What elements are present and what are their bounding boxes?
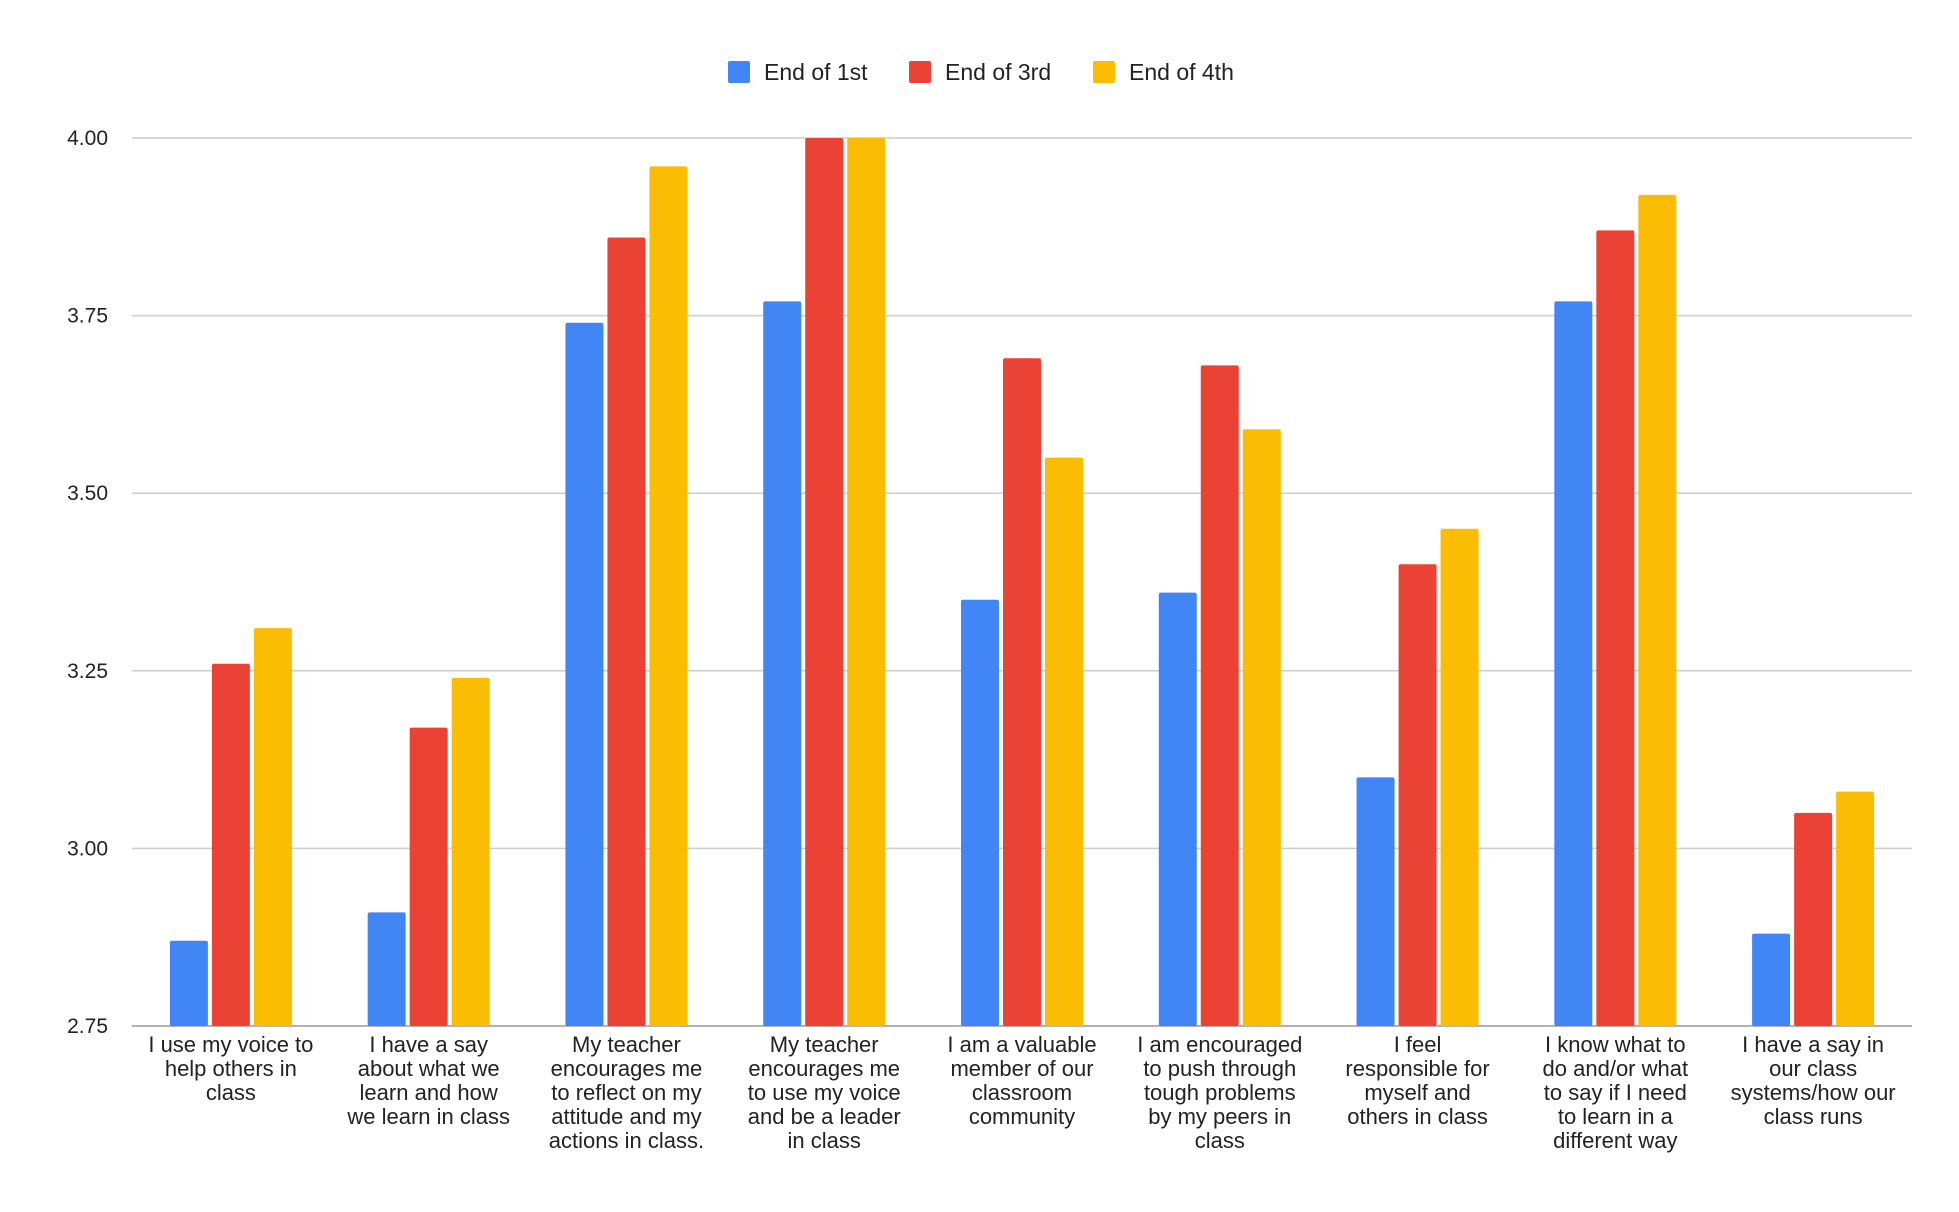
bar-end-of-3rd-2 [607, 237, 646, 1026]
x-category-label-line: different way [1553, 1128, 1677, 1153]
legend-label: End of 3rd [945, 59, 1051, 85]
y-tick-label: 2.75 [67, 1015, 108, 1038]
x-category-label: I feel responsible for myself and others in… [1345, 1032, 1489, 1129]
x-category-label-line: actions in class. [549, 1128, 704, 1153]
y-tick-label: 3.00 [67, 837, 108, 860]
x-category-label-line: learn and how [360, 1080, 498, 1105]
x-category-label-line: tough problems [1144, 1080, 1296, 1105]
x-category-label-line: community [969, 1104, 1075, 1129]
legend-swatch [1093, 61, 1115, 83]
bar-end-of-3rd-7 [1596, 230, 1635, 1027]
x-category-label: I am a valuable member of our classroom com… [947, 1032, 1096, 1129]
x-category-label-line: by my peers in [1148, 1104, 1291, 1129]
x-category-label-line: systems/how our [1731, 1080, 1896, 1105]
x-category-label-line: My teacher [572, 1032, 681, 1057]
legend-item-end-of-1st[interactable]: End of 1st [728, 59, 868, 85]
bar-end-of-3rd-4 [1003, 358, 1041, 1026]
bar-end-of-1st-3 [763, 301, 802, 1027]
x-category-label-line: class [1195, 1128, 1245, 1153]
bar-end-of-1st-2 [565, 322, 604, 1027]
legend-label: End of 4th [1129, 59, 1234, 85]
x-category-label-line: to push through [1143, 1056, 1296, 1081]
bar-end-of-4th-6 [1440, 528, 1479, 1026]
x-category-label-line: I use my voice to [148, 1032, 313, 1057]
bar-end-of-1st-6 [1356, 777, 1395, 1026]
x-category-label-line: myself and [1364, 1080, 1470, 1105]
x-category-label-line: I have a say [369, 1032, 488, 1057]
legend: End of 1st End of 3rd End of 4th [728, 59, 1234, 85]
legend-item-end-of-3rd[interactable]: End of 3rd [909, 59, 1051, 85]
bar-end-of-4th-4 [1045, 457, 1083, 1026]
x-category-label-line: to use my voice [748, 1080, 901, 1105]
bar-end-of-3rd-1 [409, 727, 448, 1026]
x-category-label-line: responsible for [1345, 1056, 1489, 1081]
x-category-label: I use my voice to help others in class [148, 1032, 313, 1105]
bar-end-of-3rd-0 [211, 663, 250, 1026]
x-category-label-line: in class [788, 1128, 861, 1153]
x-category-label-line: about what we [358, 1056, 500, 1081]
bar-end-of-4th-2 [649, 166, 688, 1026]
x-category-label-line: My teacher [770, 1032, 879, 1057]
y-tick-label: 3.25 [67, 660, 108, 683]
bar-end-of-4th-7 [1638, 194, 1677, 1026]
bar-end-of-4th-1 [451, 677, 490, 1026]
legend-swatch [728, 61, 750, 83]
x-category-label-line: help others in [165, 1056, 297, 1081]
bar-end-of-4th-0 [253, 628, 292, 1026]
bar-end-of-4th-5 [1242, 429, 1281, 1026]
bar-end-of-3rd-6 [1398, 564, 1437, 1026]
y-axis-ticks: 2.75 3.00 3.25 3.50 3.75 4.00 [67, 127, 108, 1038]
x-category-label: My teacher encourages me to use my voice an… [748, 1032, 901, 1153]
x-category-label: I am encouraged to push through tough prob… [1137, 1032, 1302, 1153]
x-category-label-line: others in class [1347, 1104, 1488, 1129]
bar-end-of-1st-4 [961, 599, 999, 1026]
bar-end-of-1st-0 [169, 940, 208, 1026]
x-category-label-line: and be a leader [748, 1104, 901, 1129]
legend-swatch [909, 61, 931, 83]
x-category-label-line: I have a say in [1742, 1032, 1884, 1057]
y-tick-label: 4.00 [67, 127, 108, 150]
x-category-label-line: I feel [1394, 1032, 1442, 1057]
x-category-label-line: attitude and my [551, 1104, 701, 1129]
x-category-label: I have a say in our class systems/how our c… [1731, 1032, 1896, 1129]
y-tick-label: 3.75 [67, 305, 108, 328]
x-category-label: I have a say about what we learn and how we… [346, 1032, 510, 1129]
x-category-label-line: I know what to [1545, 1032, 1686, 1057]
x-category-label: I know what to do and/or what to say if I … [1543, 1032, 1689, 1153]
x-category-label-line: class runs [1764, 1104, 1863, 1129]
y-tick-label: 3.50 [67, 482, 108, 505]
bar-end-of-3rd-5 [1200, 365, 1239, 1026]
x-category-label-line: to reflect on my [551, 1080, 701, 1105]
bar-end-of-4th-3 [847, 138, 886, 1026]
x-category-label-line: encourages me [551, 1056, 703, 1081]
x-category-label: My teacher encourages me to reflect on my a… [549, 1032, 704, 1153]
bar-end-of-1st-1 [367, 912, 406, 1026]
legend-item-end-of-4th[interactable]: End of 4th [1093, 59, 1234, 85]
x-category-label-line: class [206, 1080, 256, 1105]
x-category-label-line: we learn in class [346, 1104, 510, 1129]
bar-end-of-1st-8 [1752, 933, 1791, 1026]
x-category-label-line: do and/or what [1543, 1056, 1689, 1081]
x-category-label-line: classroom [972, 1080, 1072, 1105]
x-category-label-line: I am a valuable [947, 1032, 1096, 1057]
x-category-label-line: member of our [950, 1056, 1093, 1081]
legend-label: End of 1st [764, 59, 868, 85]
bar-end-of-4th-8 [1836, 791, 1875, 1026]
bar-end-of-3rd-3 [805, 138, 844, 1026]
x-category-label-line: to say if I need [1544, 1080, 1687, 1105]
bar-end-of-1st-5 [1158, 592, 1197, 1026]
bar-end-of-1st-7 [1554, 301, 1593, 1027]
x-category-label-line: to learn in a [1558, 1104, 1674, 1129]
x-category-label-line: I am encouraged [1137, 1032, 1302, 1057]
bars [169, 138, 1875, 1027]
bar-end-of-3rd-8 [1794, 812, 1833, 1026]
x-category-label-line: our class [1769, 1056, 1857, 1081]
x-category-label-line: encourages me [748, 1056, 900, 1081]
